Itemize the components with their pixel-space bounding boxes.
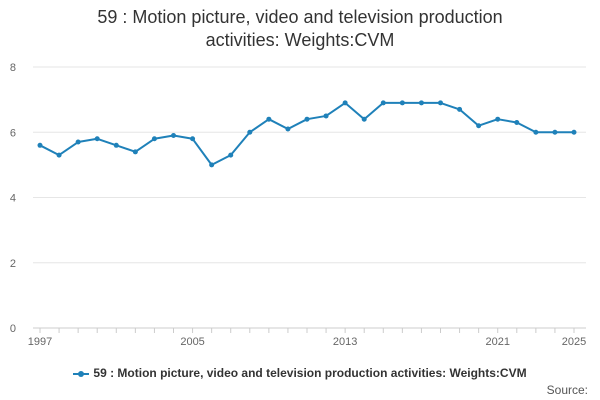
y-axis-ticks: 0 2 4 6 8 xyxy=(10,62,16,335)
x-tick-label-1997: 1997 xyxy=(28,336,52,348)
data-point-1997 xyxy=(37,142,43,148)
data-point-2005 xyxy=(190,136,196,142)
y-tick-label-0: 0 xyxy=(10,323,16,335)
data-point-2024 xyxy=(552,129,558,135)
y-tick-label-2: 2 xyxy=(10,258,16,270)
data-point-2000 xyxy=(94,136,100,142)
y-tick-label-4: 4 xyxy=(10,193,16,205)
data-point-2012 xyxy=(323,113,329,119)
data-point-2001 xyxy=(113,142,119,148)
y-tick-label-6: 6 xyxy=(10,127,16,139)
source-label: Source: xyxy=(546,383,588,397)
data-point-2021 xyxy=(495,116,501,122)
legend-label: 59 : Motion picture, video and televisio… xyxy=(93,366,527,380)
chart-title-line-2: activities: Weights:CVM xyxy=(205,30,395,50)
data-point-2006 xyxy=(209,162,215,168)
x-axis-ticks: 1997 2005 2013 2021 2025 xyxy=(28,336,586,348)
data-point-2019 xyxy=(457,106,463,112)
x-tick-label-2021: 2021 xyxy=(485,336,509,348)
data-point-2010 xyxy=(285,126,291,132)
x-axis xyxy=(33,327,586,333)
chart-title-line-1: 59 : Motion picture, video and televisio… xyxy=(97,7,503,27)
legend-line-marker-icon xyxy=(73,370,90,377)
data-point-2023 xyxy=(533,129,539,135)
data-point-1999 xyxy=(75,139,81,145)
data-point-2013 xyxy=(342,100,348,106)
data-point-2004 xyxy=(171,133,176,139)
y-tick-label-8: 8 xyxy=(10,62,16,74)
data-point-2007 xyxy=(228,152,234,158)
data-point-1998 xyxy=(56,152,62,158)
data-point-2018 xyxy=(438,100,443,106)
data-point-2022 xyxy=(514,119,520,125)
x-tick-label-2025: 2025 xyxy=(562,336,586,348)
data-point-2020 xyxy=(476,123,482,129)
data-series xyxy=(37,100,577,168)
chart-title: 59 : Motion picture, video and televisio… xyxy=(0,6,600,52)
data-point-2011 xyxy=(304,116,310,122)
legend[interactable]: 59 : Motion picture, video and televisio… xyxy=(0,366,600,380)
data-point-2009 xyxy=(266,116,272,122)
data-point-2016 xyxy=(399,100,405,106)
series-line xyxy=(39,101,574,166)
x-tick-label-2013: 2013 xyxy=(333,336,357,348)
data-point-2025 xyxy=(571,129,577,135)
gridlines xyxy=(33,66,586,264)
data-point-2008 xyxy=(247,129,253,135)
data-point-2003 xyxy=(151,136,157,142)
data-point-2002 xyxy=(132,149,138,155)
data-point-2015 xyxy=(380,100,386,106)
data-point-2017 xyxy=(418,100,424,106)
x-tick-label-2005: 2005 xyxy=(180,336,204,348)
data-point-2014 xyxy=(361,116,367,122)
